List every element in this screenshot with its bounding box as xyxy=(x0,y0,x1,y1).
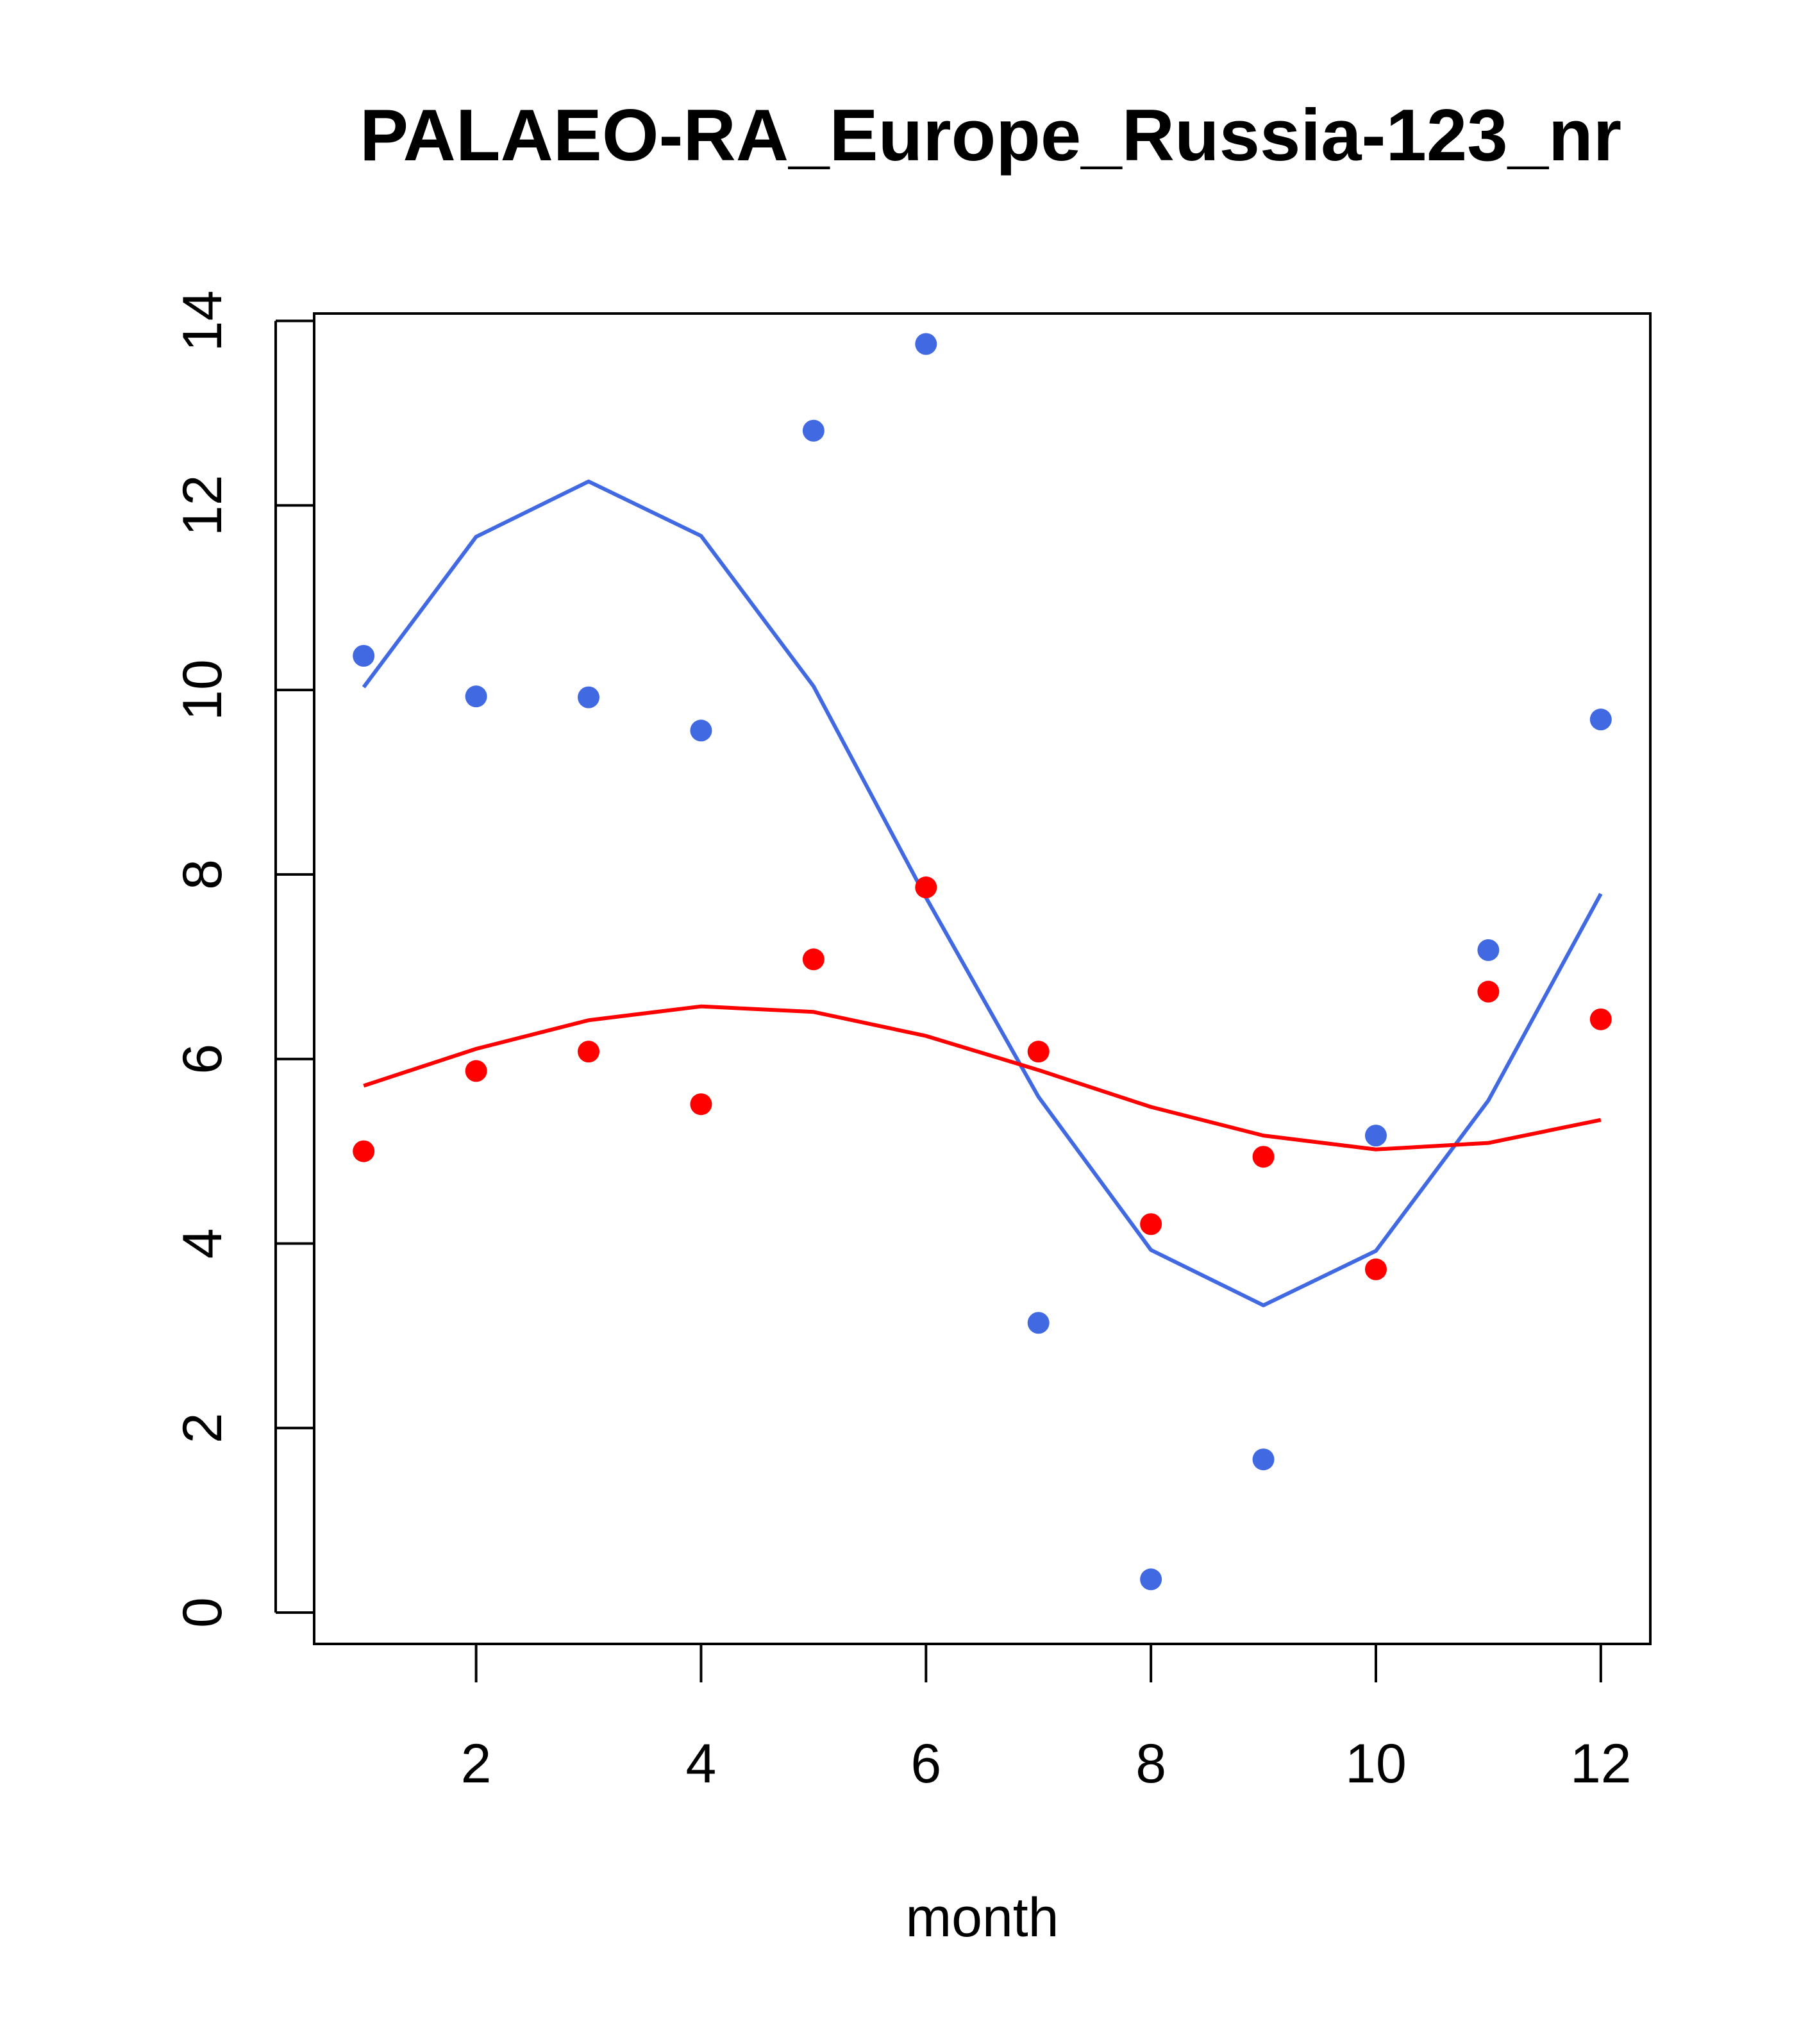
x-tick-label: 4 xyxy=(686,1733,717,1795)
series-2-point xyxy=(1027,1041,1050,1063)
series-2-point xyxy=(578,1041,600,1063)
series-1-line xyxy=(362,479,1603,1307)
x-tick-label: 10 xyxy=(1345,1733,1407,1795)
series-2-point xyxy=(1140,1213,1162,1236)
x-tick-label: 12 xyxy=(1570,1733,1632,1795)
series-1-point xyxy=(1477,939,1500,961)
series-1-point xyxy=(690,719,712,742)
x-tick-label: 8 xyxy=(1135,1733,1166,1795)
series-2-point xyxy=(690,1093,712,1116)
series-2-point xyxy=(915,876,937,899)
series-1-point xyxy=(578,686,600,708)
y-axis: 0 2 4 6 8 10 12 14 xyxy=(172,290,314,1628)
series-1-point xyxy=(915,333,937,355)
y-tick-label: 14 xyxy=(172,290,233,352)
x-tick-label: 2 xyxy=(461,1733,492,1795)
series-2-point xyxy=(465,1060,487,1082)
y-tick-label: 6 xyxy=(172,1044,233,1075)
series-1-point xyxy=(802,419,825,442)
series-2-line xyxy=(363,1004,1602,1152)
series-1-point xyxy=(353,644,375,667)
y-tick-label: 12 xyxy=(172,474,233,536)
series-1-point xyxy=(1252,1448,1275,1471)
y-tick-label: 8 xyxy=(172,859,233,890)
y-tick-label: 4 xyxy=(172,1228,233,1259)
y-tick-label: 0 xyxy=(172,1597,233,1628)
series-1-point xyxy=(465,685,487,708)
series-1-point xyxy=(1027,1312,1050,1334)
series-2-point xyxy=(1252,1146,1275,1168)
series-1-point xyxy=(1364,1125,1387,1147)
y-tick-label: 2 xyxy=(172,1412,233,1443)
series-2-point xyxy=(1477,980,1500,1003)
y-tick-label: 10 xyxy=(172,659,233,721)
series-layer xyxy=(353,333,1612,1591)
series-1-point xyxy=(1140,1568,1162,1591)
series-2-point xyxy=(1364,1258,1387,1280)
x-axis-label: month xyxy=(905,1887,1059,1948)
x-tick-label: 6 xyxy=(910,1733,941,1795)
series-1-point xyxy=(1589,708,1612,731)
chart-title: PALAEO-RA_Europe_Russia-123_nr xyxy=(360,95,1621,176)
plot-frame xyxy=(313,312,1652,1645)
series-2-point xyxy=(1589,1008,1612,1030)
series-2-point xyxy=(802,948,825,971)
x-axis: 2 4 6 8 10 12 xyxy=(461,1643,1632,1795)
series-2-point xyxy=(353,1140,375,1162)
